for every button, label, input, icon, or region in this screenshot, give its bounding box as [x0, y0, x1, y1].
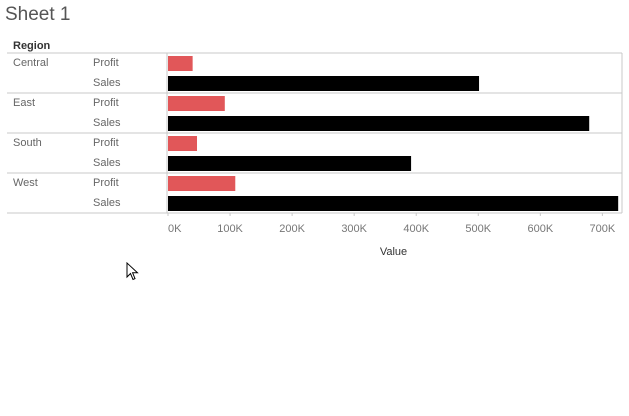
- bar-profit-east: [168, 96, 225, 111]
- measure-label: Sales: [93, 157, 121, 169]
- x-tick-label: 0K: [168, 223, 182, 235]
- region-label: South: [13, 137, 42, 149]
- region-label: West: [13, 177, 38, 189]
- bar-profit-south: [168, 136, 198, 151]
- bar-sales-west: [168, 196, 619, 211]
- region-label: East: [13, 97, 35, 109]
- x-tick-label: 400K: [403, 223, 429, 235]
- sheet-title: Sheet 1: [5, 4, 71, 25]
- region-label: Central: [13, 57, 48, 69]
- bar-profit-central: [168, 56, 193, 71]
- x-tick-label: 500K: [465, 223, 491, 235]
- measure-label: Sales: [93, 117, 121, 129]
- region-column-header[interactable]: Region: [13, 40, 51, 52]
- x-tick-label: 200K: [279, 223, 305, 235]
- mouse-cursor-icon: [126, 262, 139, 281]
- bar-sales-south: [168, 156, 412, 171]
- measure-label: Sales: [93, 197, 121, 209]
- x-tick-label: 600K: [527, 223, 553, 235]
- bar-profit-west: [168, 176, 236, 191]
- measure-label: Profit: [93, 177, 119, 189]
- x-axis-title: Value: [380, 246, 407, 258]
- bar-sales-east: [168, 116, 590, 131]
- bar-sales-central: [168, 76, 480, 91]
- measure-label: Profit: [93, 57, 119, 69]
- measure-label: Sales: [93, 77, 121, 89]
- measure-label: Profit: [93, 137, 119, 149]
- x-tick-label: 100K: [217, 223, 243, 235]
- x-tick-label: 300K: [341, 223, 367, 235]
- x-tick-label: 700K: [590, 223, 616, 235]
- measure-label: Profit: [93, 97, 119, 109]
- bar-chart: Central Profit Sales East Profit Sales South Pr…: [7, 52, 623, 258]
